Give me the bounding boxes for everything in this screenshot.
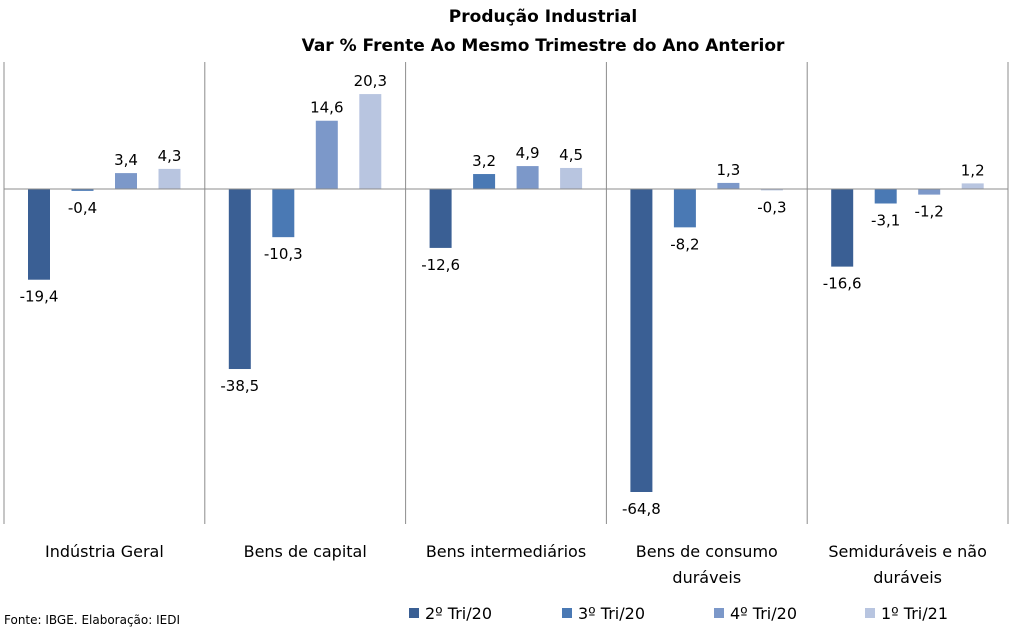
data-label: -0,4 bbox=[68, 199, 97, 217]
legend-swatch bbox=[714, 608, 724, 618]
bar bbox=[831, 189, 854, 267]
data-label: 1,3 bbox=[716, 161, 740, 179]
category-label: Bens intermediários bbox=[426, 542, 586, 561]
source-note: Fonte: IBGE. Elaboração: IEDI bbox=[4, 613, 180, 627]
data-label: -10,3 bbox=[264, 245, 303, 263]
legend-item: 2º Tri/20 bbox=[409, 604, 492, 623]
legend-label: 2º Tri/20 bbox=[425, 604, 492, 623]
category-label: Indústria Geral bbox=[45, 542, 164, 561]
bar bbox=[918, 189, 941, 195]
data-label: -12,6 bbox=[421, 256, 460, 274]
bar bbox=[673, 189, 696, 228]
legend: 2º Tri/20 3º Tri/20 4º Tri/20 1º Tri/21 bbox=[409, 604, 948, 623]
bar bbox=[874, 189, 897, 204]
legend-swatch bbox=[562, 608, 572, 618]
category-label: Semiduráveis e não bbox=[828, 542, 987, 561]
bar bbox=[560, 167, 583, 189]
bar bbox=[717, 182, 740, 189]
data-label: -3,1 bbox=[871, 211, 900, 229]
legend-item: 3º Tri/20 bbox=[562, 604, 645, 623]
bar bbox=[315, 120, 338, 189]
data-label: -38,5 bbox=[220, 377, 259, 395]
data-label: -1,2 bbox=[915, 203, 944, 221]
data-label: -19,4 bbox=[20, 288, 59, 306]
bar bbox=[272, 189, 295, 238]
bar bbox=[228, 189, 251, 370]
bar bbox=[961, 183, 984, 189]
legend-label: 4º Tri/20 bbox=[730, 604, 797, 623]
legend-item: 4º Tri/20 bbox=[714, 604, 797, 623]
data-label: 4,9 bbox=[516, 144, 540, 162]
data-label: 14,6 bbox=[310, 99, 343, 117]
plot-area: -19,4 -38,5 -12,6 -64,8 -16,6 -0,4 -10,3 3,2 -8,… bbox=[3, 62, 1009, 587]
legend-item: 1º Tri/21 bbox=[865, 604, 948, 623]
bar bbox=[473, 174, 496, 189]
data-label: 4,5 bbox=[559, 146, 583, 164]
bar bbox=[630, 189, 653, 492]
bar bbox=[760, 189, 783, 191]
legend-swatch bbox=[409, 608, 419, 618]
data-label: 4,3 bbox=[158, 147, 182, 165]
bar bbox=[429, 189, 452, 248]
bar bbox=[28, 189, 50, 280]
data-label: -8,2 bbox=[670, 235, 699, 253]
legend-label: 1º Tri/21 bbox=[881, 604, 948, 623]
bar bbox=[115, 173, 137, 189]
data-label: 3,4 bbox=[114, 151, 138, 169]
category-label: duráveis bbox=[672, 568, 741, 587]
legend-label: 3º Tri/20 bbox=[578, 604, 645, 623]
data-label: -64,8 bbox=[622, 500, 661, 518]
bar bbox=[71, 189, 94, 191]
bar bbox=[158, 168, 181, 189]
data-label: 3,2 bbox=[472, 152, 496, 170]
data-label: -16,6 bbox=[823, 275, 862, 293]
bar bbox=[516, 166, 539, 189]
chart-subtitle: Var % Frente Ao Mesmo Trimestre do Ano A… bbox=[302, 36, 785, 56]
category-label: Bens de capital bbox=[244, 542, 367, 561]
category-label: duráveis bbox=[873, 568, 942, 587]
category-label: Bens de consumo bbox=[636, 542, 778, 561]
data-label: 20,3 bbox=[354, 72, 387, 90]
data-label: -0,3 bbox=[757, 198, 786, 216]
legend-swatch bbox=[865, 608, 875, 618]
data-label: 1,2 bbox=[961, 161, 985, 179]
chart-title: Produção Industrial bbox=[449, 7, 637, 27]
bar bbox=[359, 94, 382, 189]
